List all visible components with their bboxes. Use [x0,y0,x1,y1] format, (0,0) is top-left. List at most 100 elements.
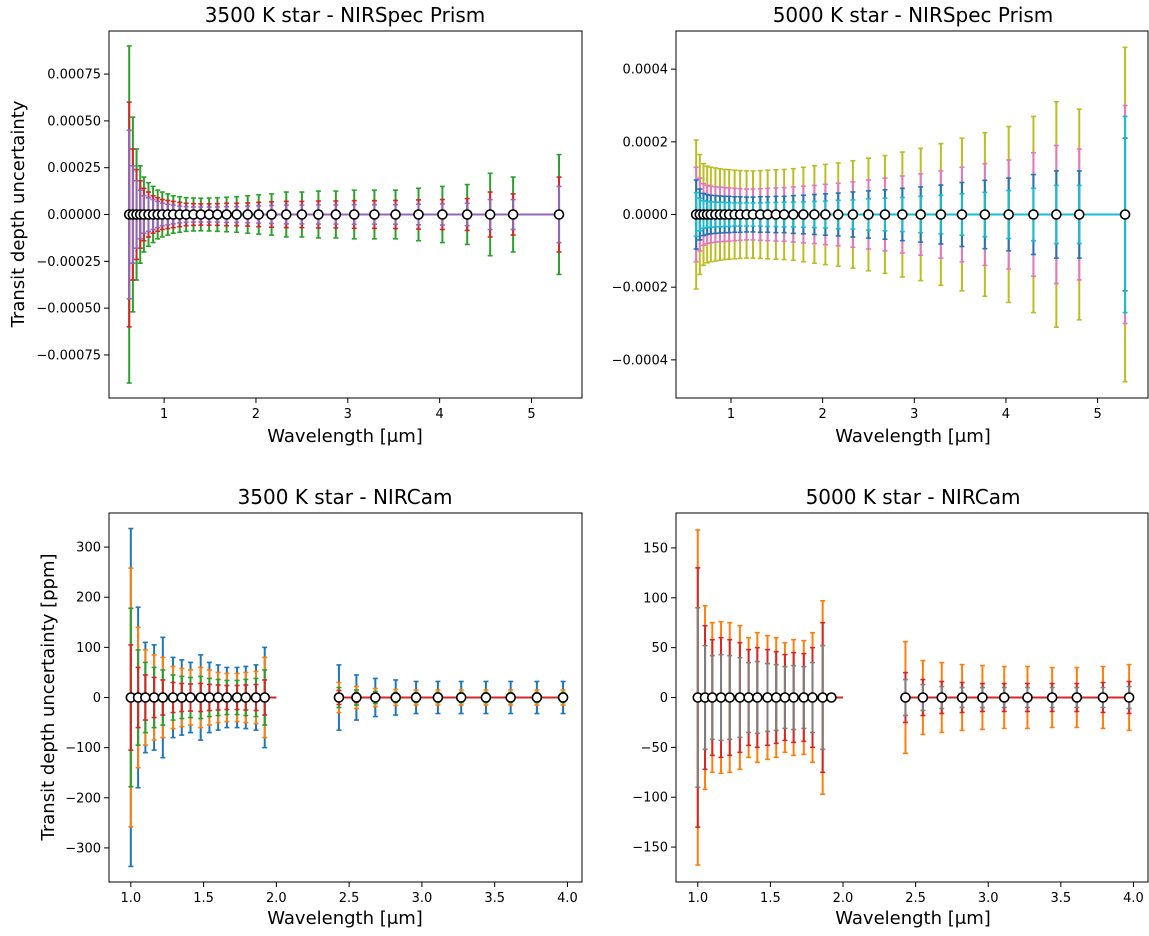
x-axis-label: Wavelength [μm] [267,426,423,447]
data-point [879,209,891,220]
x-tick-label: 4 [1002,407,1010,422]
data-point [370,692,381,703]
data-layer [690,46,1131,383]
y-tick-label: −50 [641,741,668,756]
panel-3500k-nircam: 3500 K star - NIRCam Wavelength [μm] Tra… [38,485,583,929]
data-point [212,692,224,703]
data-point [707,692,718,703]
data-layer [123,45,565,384]
data-point [240,692,252,703]
data-point [788,209,799,220]
data-point [242,209,253,220]
data-point [778,209,790,220]
x-tick-label: 2 [252,407,260,422]
data-point [553,209,565,220]
y-tick-label: −0.00025 [36,255,101,270]
data-point [351,692,362,703]
data-point [956,692,968,703]
data-point [788,692,799,703]
data-point [437,209,448,220]
data-point [221,209,232,220]
data-point [253,209,265,220]
data-point [167,692,179,703]
x-tick-label: 2.0 [266,891,287,906]
panel-5000k-nircam: 5000 K star - NIRCam Wavelength [μm] 1.0… [632,485,1149,929]
x-tick-label: 4.0 [1123,891,1144,906]
data-point [157,692,169,703]
x-tick-label: 1.0 [687,891,708,906]
data-point [266,209,277,220]
data-point [935,209,947,220]
data-point [917,692,929,703]
data-point [956,209,968,220]
data-point [369,209,380,220]
data-point [977,692,988,703]
data-point [1097,692,1109,703]
data-point [484,209,496,220]
data-point [734,692,746,703]
x-tick-label: 2 [819,407,827,422]
data-point [455,692,467,703]
x-tick-label: 3.0 [412,891,433,906]
y-tick-label: 100 [76,641,101,656]
y-tick-label: 0.0002 [623,135,669,150]
y-tick-label: −0.0004 [612,353,668,368]
data-point [1119,209,1131,220]
data-point [998,692,1010,703]
data-point [936,692,948,703]
x-axis-label: Wavelength [μm] [835,908,991,929]
panel-title: 3500 K star - NIRCam [238,485,453,509]
data-point [148,692,160,703]
data-point [1003,209,1014,220]
data-point [798,692,810,703]
data-point [1073,209,1085,220]
panel-title: 5000 K star - NIRSpec Prism [773,3,1054,27]
data-point [212,209,223,220]
x-tick-label: 1 [160,407,168,422]
data-point [779,692,791,703]
y-tick-label: 0 [660,691,668,706]
data-point [897,209,908,220]
x-axis-label: Wavelength [μm] [267,908,423,929]
x-axis-label: Wavelength [μm] [835,426,991,447]
data-point [832,209,844,220]
data-point [390,692,402,703]
data-point [979,209,991,220]
y-tick-label: 150 [643,541,668,556]
y-tick-label: 0 [93,691,101,706]
y-axis-label: Transit depth uncertainty [ppm] [38,553,59,841]
y-tick-label: 0.00025 [47,161,101,176]
data-point [826,692,837,703]
panel-title: 5000 K star - NIRCam [806,485,1021,509]
y-tick-label: −0.00050 [36,302,101,317]
data-point [531,692,543,703]
y-tick-label: 100 [643,591,668,606]
x-tick-label: 3 [344,407,352,422]
y-tick-label: −100 [65,741,101,756]
panel-title: 3500 K star - NIRSpec Prism [205,3,486,27]
data-point [770,692,782,703]
x-tick-label: 5 [527,407,535,422]
x-tick-label: 4.0 [557,891,578,906]
data-point [505,692,516,703]
y-tick-label: 50 [651,641,668,656]
data-point [231,692,243,703]
x-tick-label: 3.5 [1051,891,1072,906]
data-point [480,692,492,703]
y-tick-label: −0.00075 [36,348,101,363]
x-tick-label: 3.5 [484,891,505,906]
data-point [817,692,828,703]
data-point [847,209,859,220]
panel-3500k-nirspec: 3500 K star - NIRSpec Prism Wavelength [… [8,3,583,447]
y-tick-label: −100 [632,791,668,806]
y-tick-label: 0.00050 [47,114,101,129]
y-tick-label: −200 [65,791,101,806]
y-axis-label: Transit depth uncertainty [8,100,29,328]
y-tick-label: −0.0002 [612,281,668,296]
data-point [743,692,754,703]
x-tick-label: 3 [910,407,918,422]
y-tick-label: −300 [65,841,101,856]
data-point [1022,692,1033,703]
x-tick-label: 1.5 [760,891,781,906]
